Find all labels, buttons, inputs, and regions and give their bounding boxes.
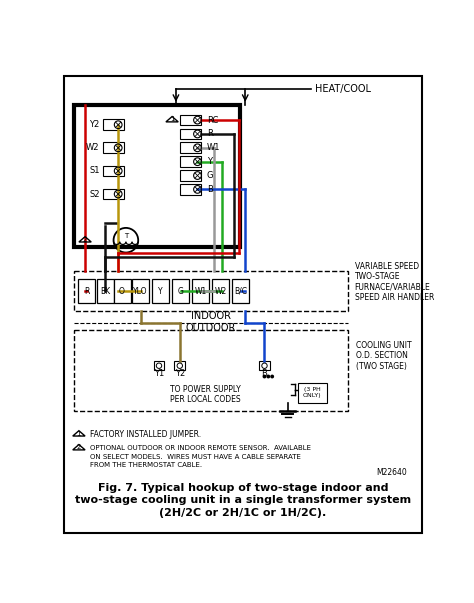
Text: FACTORY INSTALLED JUMPER.: FACTORY INSTALLED JUMPER. [90,430,201,439]
Bar [114,279,130,303]
Text: Y2: Y2 [90,120,100,129]
Text: BK: BK [100,286,110,295]
Bar [180,115,201,125]
Bar [192,279,209,303]
Text: VARIABLE SPEED
TWO-STAGE
FURNACE/VARIABLE
SPEED AIR HANDLER: VARIABLE SPEED TWO-STAGE FURNACE/VARIABL… [355,262,434,302]
Text: S2: S2 [89,189,100,198]
Text: W2: W2 [214,286,227,295]
Text: two-stage cooling unit in a single transformer system: two-stage cooling unit in a single trans… [75,496,411,505]
Bar [180,142,201,153]
Text: B/C: B/C [234,286,247,295]
Bar [74,271,347,311]
Text: 2: 2 [77,444,81,450]
Text: COOLING UNIT
O.D. SECTION
(TWO STAGE): COOLING UNIT O.D. SECTION (TWO STAGE) [356,341,412,371]
Bar [259,361,270,370]
Text: W2: W2 [86,144,100,153]
Text: INDOOR: INDOOR [191,311,230,321]
Bar [172,279,189,303]
Text: ON SELECT MODELS.  WIRES MUST HAVE A CABLE SEPARATE: ON SELECT MODELS. WIRES MUST HAVE A CABL… [90,453,301,459]
Text: R: R [84,286,89,295]
Text: OUTDOOR: OUTDOOR [185,323,236,333]
Text: Y: Y [207,157,212,166]
Text: OPTIONAL OUTDOOR OR INDOOR REMOTE SENSOR.  AVAILABLE: OPTIONAL OUTDOOR OR INDOOR REMOTE SENSOR… [90,445,310,451]
Bar [180,128,201,139]
Text: 1: 1 [170,116,174,122]
Text: Y: Y [158,286,163,295]
Bar [232,279,249,303]
Text: Y1: Y1 [154,369,164,378]
Text: O: O [119,286,125,295]
Bar [103,119,124,130]
Text: G: G [207,171,213,180]
Text: (2H/2C or 2H/1C or 1H/2C).: (2H/2C or 2H/1C or 1H/2C). [159,508,327,518]
Text: S1: S1 [89,166,100,175]
Bar [174,361,185,370]
Text: FROM THE THERMOSTAT CABLE.: FROM THE THERMOSTAT CABLE. [90,462,202,468]
Text: R: R [207,130,213,139]
Circle shape [266,374,270,379]
Bar [103,166,124,176]
Bar [180,170,201,181]
Text: M22640: M22640 [376,469,407,477]
Bar [103,189,124,200]
Bar [154,361,164,370]
Text: 2: 2 [83,236,87,242]
Text: Y2: Y2 [174,369,185,378]
Text: T: T [124,233,128,239]
Circle shape [263,374,266,379]
Bar [180,156,201,167]
Circle shape [270,374,274,379]
Bar [132,279,149,303]
Bar [97,279,114,303]
Text: G: G [178,286,183,295]
Bar [212,279,229,303]
Bar [152,279,169,303]
Text: TO POWER SUPPLY
PER LOCAL CODES: TO POWER SUPPLY PER LOCAL CODES [170,385,241,404]
Text: W1: W1 [194,286,207,295]
Text: (3 PH
ONLY): (3 PH ONLY) [303,387,321,398]
Bar [74,105,240,247]
Text: YLO: YLO [133,286,148,295]
Text: HEAT/COOL: HEAT/COOL [315,84,371,94]
Bar [103,142,124,153]
Text: 1: 1 [77,431,81,437]
Text: B: B [262,369,267,378]
Bar [180,184,201,195]
Text: RC: RC [207,116,218,125]
Bar [298,383,327,403]
Bar [78,279,95,303]
Text: B: B [207,185,213,194]
Bar [74,330,347,411]
Text: Fig. 7. Typical hookup of two-stage indoor and: Fig. 7. Typical hookup of two-stage indo… [98,483,388,493]
Text: W1: W1 [207,144,220,153]
